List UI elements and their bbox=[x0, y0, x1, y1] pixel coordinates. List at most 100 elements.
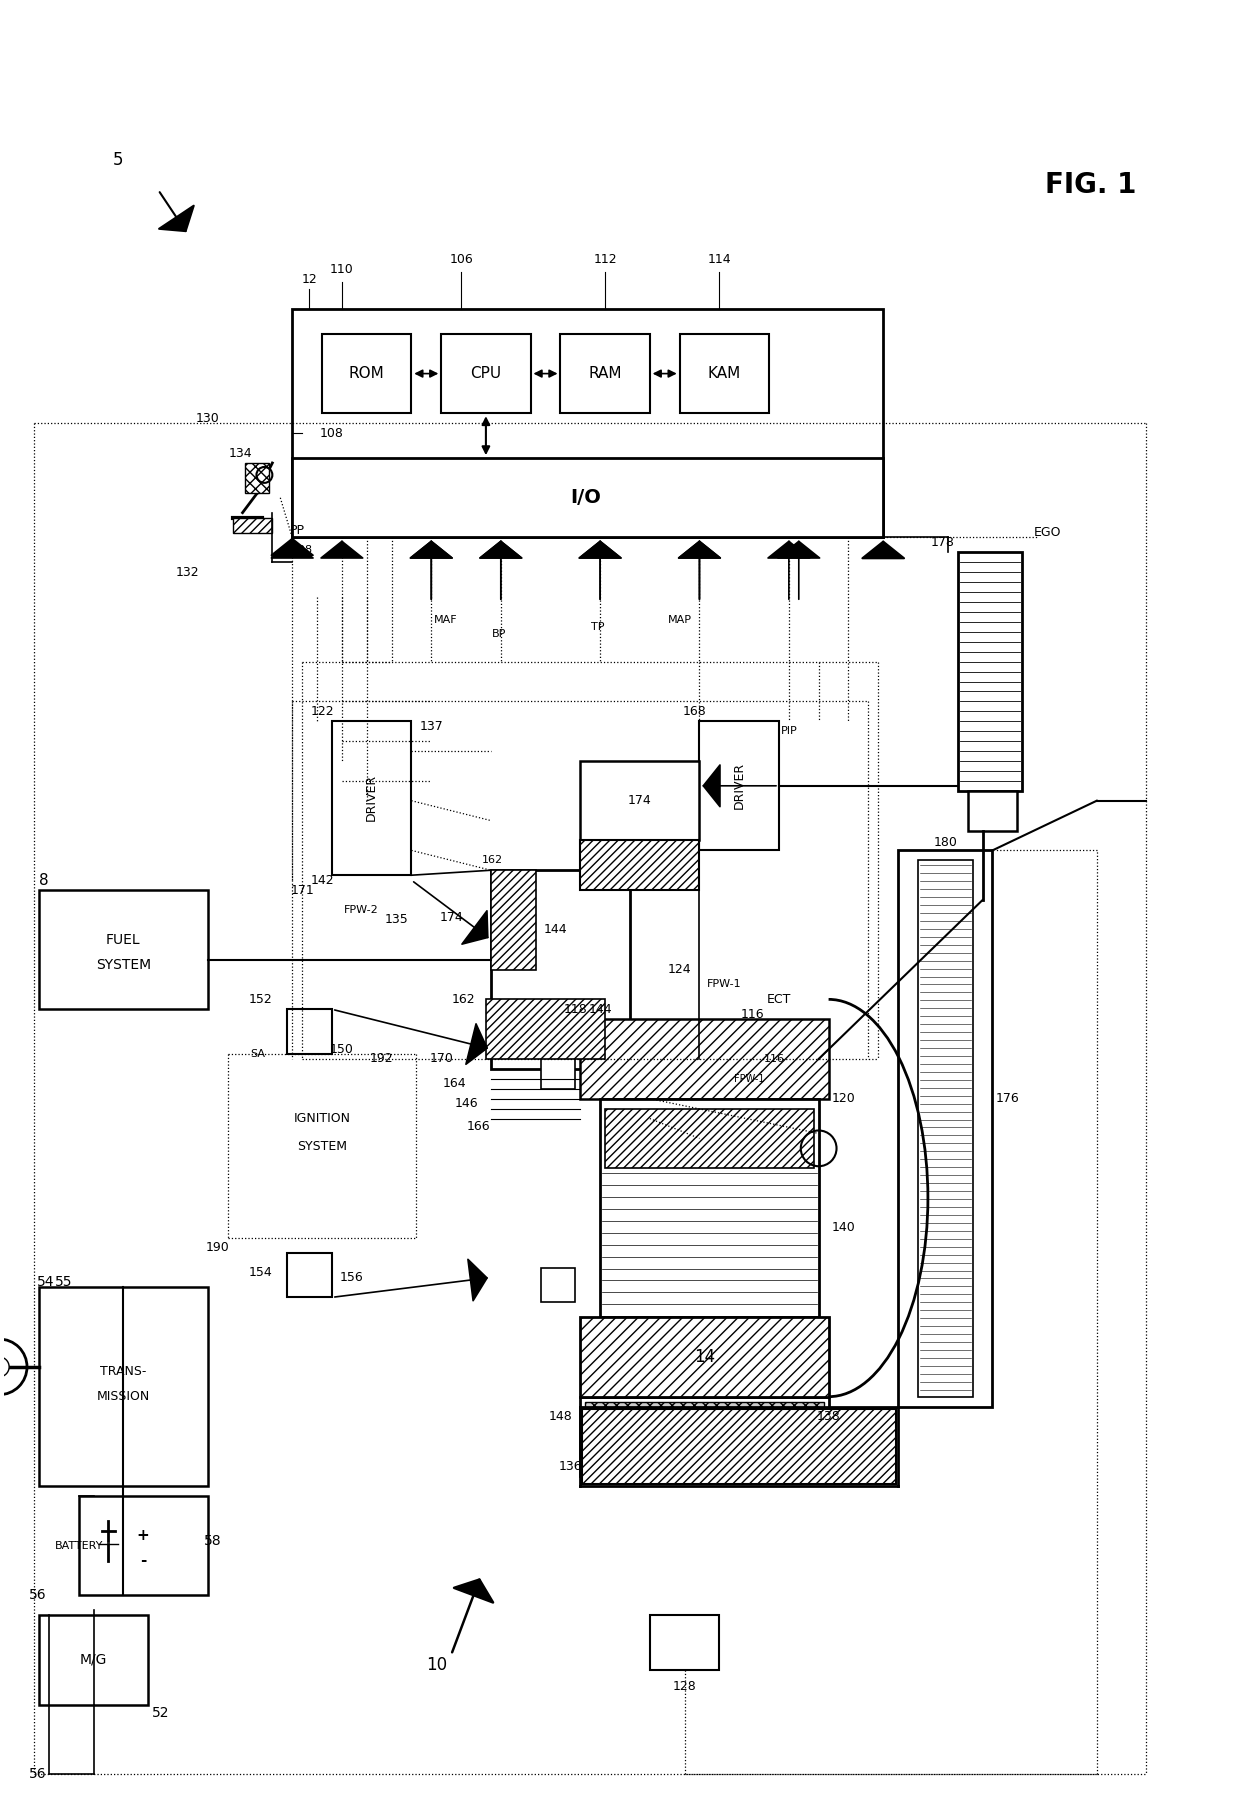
Text: 166: 166 bbox=[467, 1119, 491, 1134]
Bar bbox=[233, 518, 273, 532]
Text: RAM: RAM bbox=[588, 366, 621, 380]
Text: 114: 114 bbox=[708, 254, 732, 266]
Text: 154: 154 bbox=[248, 1266, 273, 1279]
Text: -: - bbox=[140, 1554, 146, 1568]
Text: 8: 8 bbox=[38, 873, 48, 887]
Text: 112: 112 bbox=[593, 254, 618, 266]
Text: 142: 142 bbox=[310, 873, 334, 887]
Text: 12: 12 bbox=[301, 273, 317, 286]
Text: 174: 174 bbox=[439, 911, 463, 924]
Bar bbox=[605, 1108, 813, 1168]
Bar bbox=[322, 333, 412, 413]
Bar bbox=[650, 1615, 719, 1670]
Bar bbox=[491, 871, 630, 1068]
Text: MAP: MAP bbox=[667, 616, 692, 625]
Bar bbox=[580, 1020, 828, 1099]
Text: 54: 54 bbox=[37, 1275, 55, 1289]
Text: 178: 178 bbox=[931, 536, 955, 549]
Text: 5: 5 bbox=[113, 150, 124, 168]
Bar bbox=[580, 761, 699, 840]
Bar bbox=[580, 1396, 828, 1476]
Text: FUEL: FUEL bbox=[107, 933, 140, 947]
Bar bbox=[541, 1054, 575, 1088]
Bar bbox=[541, 1268, 575, 1302]
Text: 116: 116 bbox=[740, 1007, 764, 1021]
Text: 171: 171 bbox=[290, 884, 314, 896]
Text: 14: 14 bbox=[694, 1347, 715, 1365]
Text: 116: 116 bbox=[764, 1054, 785, 1063]
Text: KAM: KAM bbox=[708, 366, 742, 380]
Text: 176: 176 bbox=[996, 1092, 1019, 1105]
Text: PP: PP bbox=[290, 523, 305, 538]
Text: 134: 134 bbox=[228, 447, 253, 460]
Text: BP: BP bbox=[491, 628, 506, 639]
Text: 192: 192 bbox=[370, 1052, 393, 1065]
Text: 55: 55 bbox=[55, 1275, 72, 1289]
Text: MISSION: MISSION bbox=[97, 1391, 150, 1404]
Text: 58: 58 bbox=[203, 1534, 222, 1548]
Bar bbox=[486, 1000, 605, 1059]
Bar bbox=[38, 1288, 208, 1487]
Text: 152: 152 bbox=[248, 992, 273, 1005]
Text: 52: 52 bbox=[153, 1706, 170, 1719]
Text: 132: 132 bbox=[176, 565, 200, 580]
Text: 140: 140 bbox=[832, 1221, 856, 1235]
Text: MAF: MAF bbox=[434, 616, 458, 625]
Bar bbox=[967, 791, 1017, 831]
Bar bbox=[585, 1402, 823, 1471]
Bar bbox=[680, 333, 769, 413]
Text: PIP: PIP bbox=[780, 726, 797, 737]
Bar bbox=[580, 1317, 828, 1396]
Text: 144: 144 bbox=[543, 924, 567, 936]
Text: 130: 130 bbox=[196, 411, 219, 426]
Text: 150: 150 bbox=[330, 1043, 353, 1056]
Text: FPW-1: FPW-1 bbox=[707, 980, 742, 989]
Text: 138: 138 bbox=[817, 1411, 841, 1423]
Text: SYSTEM: SYSTEM bbox=[95, 958, 151, 971]
Text: FIG. 1: FIG. 1 bbox=[1045, 170, 1137, 199]
Bar bbox=[38, 889, 208, 1009]
Bar bbox=[583, 1409, 897, 1483]
Text: 146: 146 bbox=[454, 1097, 477, 1110]
Text: 56: 56 bbox=[29, 1768, 47, 1782]
Text: ROM: ROM bbox=[348, 366, 384, 380]
Text: I/O: I/O bbox=[570, 489, 600, 507]
Text: 118: 118 bbox=[563, 1003, 588, 1016]
Bar bbox=[441, 333, 531, 413]
Text: TRANS-: TRANS- bbox=[100, 1365, 146, 1378]
Text: 108: 108 bbox=[320, 427, 343, 440]
Text: M/G: M/G bbox=[79, 1653, 107, 1666]
Text: 106: 106 bbox=[449, 254, 472, 266]
Text: BATTERY: BATTERY bbox=[55, 1541, 103, 1550]
Text: FPW-1: FPW-1 bbox=[734, 1074, 764, 1083]
Text: SA: SA bbox=[250, 1049, 265, 1059]
Text: IGNITION: IGNITION bbox=[294, 1112, 351, 1125]
Bar bbox=[491, 871, 536, 969]
Bar bbox=[293, 310, 883, 538]
Text: 136: 136 bbox=[558, 1460, 582, 1472]
Text: 156: 156 bbox=[340, 1271, 363, 1284]
Bar bbox=[78, 1496, 208, 1595]
Text: 180: 180 bbox=[934, 837, 957, 849]
Text: 110: 110 bbox=[330, 263, 353, 275]
Text: 135: 135 bbox=[384, 913, 408, 927]
Text: ECT: ECT bbox=[766, 992, 791, 1005]
Circle shape bbox=[0, 1356, 9, 1376]
Text: 162: 162 bbox=[482, 855, 503, 866]
Text: DRIVER: DRIVER bbox=[366, 773, 378, 822]
Text: 128: 128 bbox=[672, 1681, 697, 1693]
Bar bbox=[699, 721, 779, 851]
Text: 137: 137 bbox=[419, 719, 443, 733]
Text: 124: 124 bbox=[668, 963, 692, 976]
Bar bbox=[560, 333, 650, 413]
Bar bbox=[293, 458, 883, 538]
Text: FPW-2: FPW-2 bbox=[345, 906, 379, 915]
Text: 174: 174 bbox=[627, 795, 652, 808]
Text: +: + bbox=[136, 1528, 150, 1543]
Text: 170: 170 bbox=[429, 1052, 453, 1065]
Text: SYSTEM: SYSTEM bbox=[298, 1139, 347, 1154]
Text: 162: 162 bbox=[451, 992, 475, 1005]
Bar bbox=[244, 464, 269, 493]
Text: 108: 108 bbox=[291, 545, 312, 556]
Bar bbox=[580, 840, 699, 889]
